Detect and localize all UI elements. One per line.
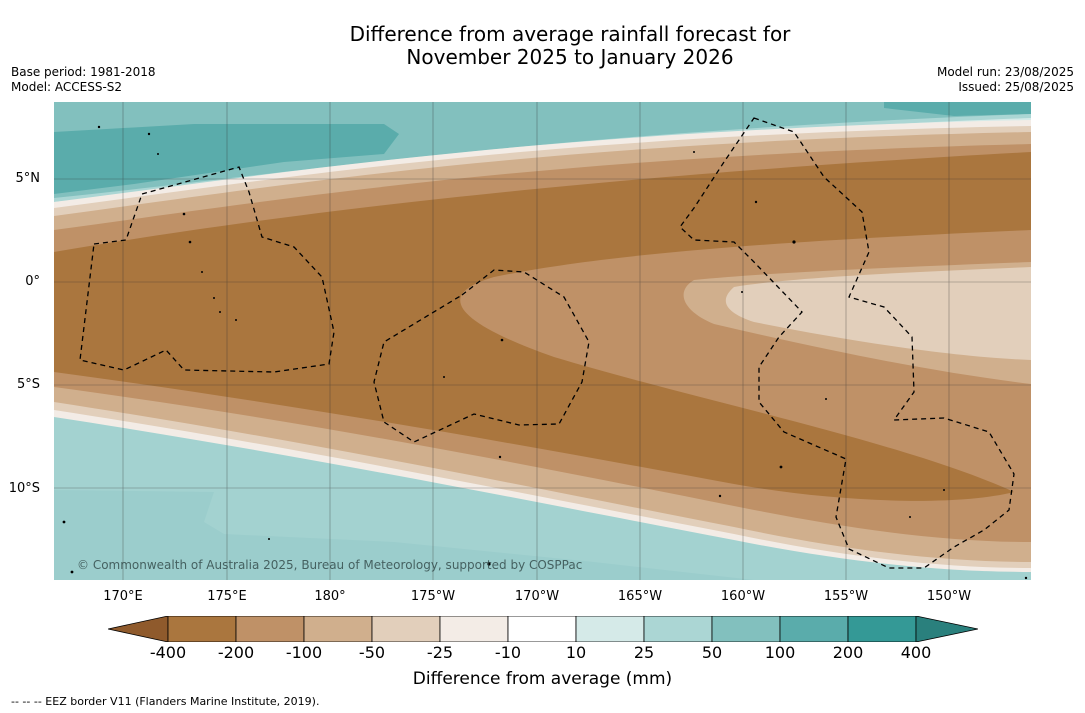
colorbar-tick-label: -100 [285,643,323,662]
north-wet-200-region-east [884,102,1031,116]
base-period-text: Base period: 1981-2018 [11,65,156,79]
colorbar-segment [507,616,577,642]
island-markers [62,125,1028,580]
dry-50-tongue [725,267,1031,360]
rainfall-anomaly-map [54,102,1031,580]
colorbar-tick-label: -50 [358,643,386,662]
map-title-line-2: November 2025 to January 2026 [406,45,734,69]
eez-border-tokelau [373,269,590,443]
map-title-line-1: Difference from average rainfall forecas… [349,22,791,46]
colorbar-tick-label: -25 [426,643,454,662]
colorbar-tick-label: -400 [149,643,187,662]
lat-tick-0: 0° [25,274,40,289]
lon-tick-175e: 175°E [207,589,247,604]
eez-border-line-islands [679,117,1015,569]
lat-tick-10s: 10°S [8,481,40,496]
lon-tick-170e: 170°E [103,589,143,604]
lon-tick-175w: 175°W [410,589,456,604]
colorbar-segment [167,616,237,642]
colorbar-segment [847,616,917,642]
copyright-notice: © Commonwealth of Australia 2025, Bureau… [77,558,583,572]
colorbar-tick-label: 10 [565,643,587,662]
colorbar-tick-label: 25 [633,643,655,662]
colorbar-extend-high [915,616,978,642]
lon-tick-180: 180° [314,589,346,604]
colorbar-segment [711,616,781,642]
colorbar-segment [371,616,441,642]
colorbar-segment [779,616,849,642]
colorbar-tick-label: 200 [832,643,864,662]
lat-tick-5n: 5°N [15,171,41,186]
colorbar-segment [303,616,373,642]
eez-border-kiribati-gilbert [79,166,335,373]
colorbar-segment [439,616,509,642]
lon-tick-160w: 160°W [720,589,766,604]
lon-tick-170w: 170°W [514,589,560,604]
colorbar-tick-label: 100 [764,643,796,662]
colorbar-segment [575,616,645,642]
model-text: Model: ACCESS-S2 [11,80,123,94]
lon-tick-150w: 150°W [926,589,972,604]
colorbar-legend [108,616,978,642]
colorbar-segment [235,616,305,642]
issued-text: Issued: 25/08/2025 [958,80,1074,94]
colorbar-tick-label: -200 [217,643,255,662]
colorbar-tick-label: 50 [701,643,723,662]
map-gridlines [54,102,1031,580]
north-wet-200-region [54,124,399,194]
model-run-text: Model run: 23/08/2025 [936,65,1074,79]
lon-tick-155w: 155°W [823,589,869,604]
lon-tick-165w: 165°W [617,589,663,604]
lat-tick-5s: 5°S [16,377,40,392]
colorbar-tick-label: 400 [900,643,932,662]
colorbar-extend-low [108,616,169,642]
colorbar-tick-label: -10 [494,643,522,662]
colorbar-segment [643,616,713,642]
colorbar-title: Difference from average (mm) [412,669,673,689]
dry-400-core [54,152,1031,501]
eez-footnote: -- -- -- EEZ border V11 (Flanders Marine… [11,695,320,708]
eez-borders [79,117,1015,569]
